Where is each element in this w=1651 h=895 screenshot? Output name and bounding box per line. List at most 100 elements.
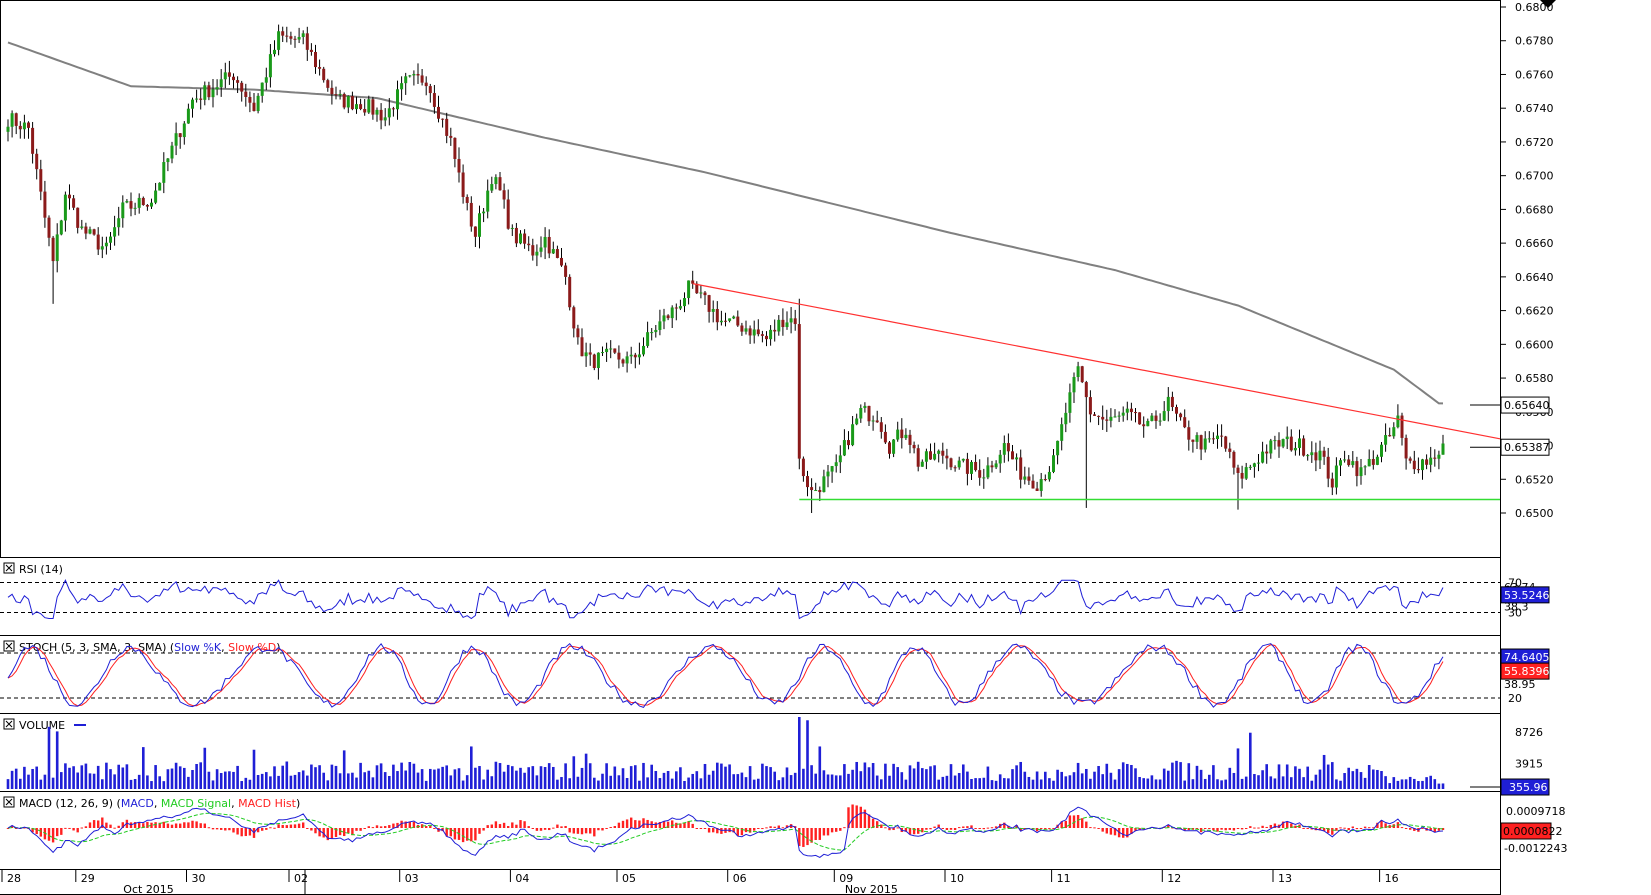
- candle-body: [801, 458, 805, 477]
- macd-hist-bar: [1208, 828, 1211, 829]
- volume-bar: [1351, 771, 1355, 789]
- volume-bar: [925, 769, 928, 789]
- macd-hist-bar: [1130, 828, 1133, 835]
- macd-hist-bar: [1322, 828, 1326, 832]
- candle-body: [1306, 455, 1310, 457]
- macd-hist-bar: [1105, 828, 1108, 834]
- macd-hist-bar: [375, 825, 379, 828]
- volume-bar: [802, 768, 805, 789]
- candle-body: [1236, 467, 1240, 473]
- candle-body: [855, 418, 859, 425]
- candle-body: [502, 190, 506, 200]
- price-axis: 0.6800 0.6780 0.6760 0.6740 0.6720 0.6700 0.66…: [1470, 1, 1554, 520]
- macd-hist-bar: [822, 828, 826, 836]
- volume-bar: [1273, 778, 1277, 789]
- candle-body: [285, 35, 289, 37]
- volume-bar: [1376, 769, 1379, 789]
- candle-body: [1437, 454, 1441, 459]
- candle-body: [43, 191, 47, 218]
- candle-body: [1072, 377, 1076, 393]
- candle-body: [1302, 438, 1306, 456]
- volume-bar: [1187, 763, 1191, 789]
- volume-bar: [679, 767, 682, 789]
- candle-body: [1232, 451, 1236, 468]
- macd-hist-bar: [478, 828, 481, 834]
- macd-hist-bar: [1376, 822, 1379, 828]
- volume-bar: [597, 780, 600, 789]
- stoch-panel: STOCH (5, 3, SMA, 3, SMA) (Slow %K, Slow…: [0, 640, 1557, 708]
- candle-body: [1347, 459, 1351, 466]
- volume-bar: [228, 771, 231, 789]
- volume-bar: [1326, 764, 1330, 789]
- candle-body: [1351, 461, 1355, 466]
- candle-body: [174, 133, 178, 146]
- volume-bar: [1056, 769, 1059, 789]
- volume-bar: [84, 763, 88, 789]
- macd-hist-bar: [859, 806, 862, 828]
- macd-hist-bar: [228, 828, 231, 831]
- macd-title-line: MACD (12, 26, 9) (MACD, MACD Signal, MAC…: [19, 797, 300, 810]
- price-tick-label: 0.6780: [1515, 35, 1554, 48]
- candle-body: [1375, 456, 1379, 465]
- candle-body: [18, 125, 22, 130]
- volume-bar: [728, 764, 731, 789]
- stoch-title-line: STOCH (5, 3, SMA, 3, SMA) (Slow %K, Slow…: [19, 641, 281, 654]
- macd-hist-bar: [498, 824, 502, 828]
- candle-body: [900, 429, 904, 439]
- time-tick-label: 05: [622, 872, 636, 885]
- macd-hist-bar: [527, 826, 530, 828]
- macd-hist-bar: [261, 828, 264, 831]
- volume-bar: [1236, 748, 1240, 789]
- candle-body: [896, 429, 900, 440]
- volume-bar: [1060, 771, 1063, 789]
- macd-hist-bar: [162, 821, 165, 828]
- volume-bar: [1257, 775, 1260, 789]
- macd-hist-bar: [552, 827, 555, 829]
- volume-bar: [60, 772, 63, 789]
- macd-hist-bar: [1286, 821, 1289, 828]
- macd-hist-bar: [777, 825, 780, 828]
- macd-hist-bar: [625, 819, 629, 828]
- candle-body: [346, 96, 350, 108]
- candle-body: [1298, 438, 1301, 448]
- volume-bar: [830, 774, 834, 789]
- volume-last-badge: [1500, 778, 1550, 796]
- macd-hist-bar: [117, 825, 120, 828]
- macd-hist-bar: [687, 821, 690, 828]
- macd-hist-bar: [847, 807, 850, 828]
- volume-bar: [1249, 732, 1252, 789]
- macd-hist-bar: [1269, 824, 1272, 828]
- candle-body: [490, 184, 494, 191]
- candle-body: [137, 197, 141, 208]
- macd-hist-bar: [310, 828, 313, 831]
- candle-body: [715, 308, 719, 323]
- volume-bar: [392, 764, 395, 789]
- volume-bar: [1130, 764, 1133, 789]
- macd-hist-bar: [589, 828, 592, 834]
- macd-hist-bar: [982, 828, 985, 830]
- candle-body: [941, 450, 945, 456]
- stoch-d-name: Slow %D: [228, 641, 276, 654]
- candle-body: [199, 98, 203, 100]
- candle-body: [1265, 451, 1269, 454]
- volume-bar: [941, 776, 945, 789]
- moving-average-200: [7, 41, 1443, 405]
- macd-hist-bar: [835, 828, 838, 832]
- scroll-marker-icon[interactable]: [1540, 0, 1556, 8]
- macd-hist-bar: [843, 827, 846, 829]
- candle-body: [51, 237, 55, 262]
- macd-hist-bar: [662, 821, 666, 828]
- macd-hist-bar: [466, 828, 469, 841]
- volume-bar: [183, 767, 186, 789]
- candle-body: [1429, 457, 1433, 465]
- macd-hist-bar: [1224, 828, 1227, 831]
- volume-bar: [379, 763, 383, 789]
- stoch-value-label: 74.64053: [1504, 651, 1557, 664]
- candle-body: [1052, 455, 1055, 472]
- volume-bar: [51, 777, 55, 789]
- time-tick-label: 13: [1278, 872, 1292, 885]
- volume-bar: [1372, 769, 1375, 789]
- volume-bar: [584, 753, 588, 789]
- volume-bar: [1310, 780, 1314, 789]
